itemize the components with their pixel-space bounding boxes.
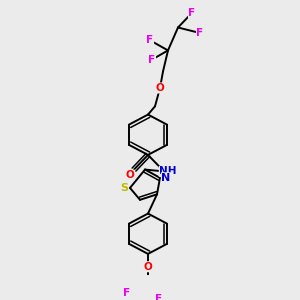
Text: F: F <box>155 294 163 300</box>
Text: O: O <box>144 262 152 272</box>
Text: F: F <box>196 28 204 38</box>
Text: N: N <box>161 173 171 183</box>
Text: F: F <box>146 35 154 45</box>
Text: O: O <box>156 83 164 93</box>
Text: S: S <box>120 183 128 193</box>
Text: F: F <box>148 55 156 64</box>
Text: F: F <box>188 8 196 18</box>
Text: NH: NH <box>159 167 177 176</box>
Text: O: O <box>126 170 134 180</box>
Text: F: F <box>123 288 130 298</box>
